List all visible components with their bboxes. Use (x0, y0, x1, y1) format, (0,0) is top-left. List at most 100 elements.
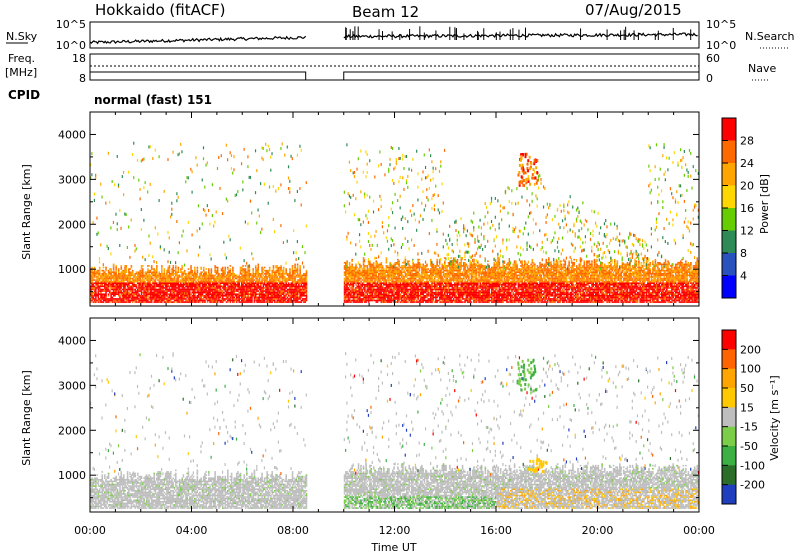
power-cell (152, 280, 154, 283)
power-cell (378, 208, 380, 212)
power-cell (383, 271, 385, 273)
power-cell (347, 279, 350, 281)
power-cell (409, 287, 412, 289)
power-cell (294, 293, 296, 295)
power-cell (213, 298, 215, 300)
power-cell (270, 298, 272, 300)
power-cell (97, 276, 100, 278)
power-cell (112, 299, 115, 302)
power-cell (402, 261, 404, 264)
power-cell (248, 280, 251, 283)
power-cell (261, 271, 263, 273)
power-cell (300, 290, 303, 292)
power-cell (90, 271, 92, 273)
power-cell (254, 277, 257, 280)
power-cell (290, 294, 293, 297)
power-cell (219, 279, 222, 281)
power-cell (186, 294, 189, 297)
power-cell (220, 301, 223, 303)
power-cell (299, 291, 301, 294)
power-cell (234, 276, 237, 278)
power-cell (355, 274, 357, 277)
power-cell (192, 299, 195, 302)
power-cell (379, 298, 381, 300)
power-cell (147, 271, 149, 273)
power-cell (289, 291, 291, 294)
power-cell (188, 288, 191, 291)
power-cell (412, 277, 414, 280)
power-cell (343, 285, 346, 288)
power-cell (175, 287, 177, 289)
power-cell (248, 285, 251, 288)
power-cell (397, 294, 399, 297)
power-cell (343, 294, 346, 297)
power-cell (347, 291, 350, 294)
power-cell (219, 296, 222, 299)
power-cell (416, 296, 418, 299)
power-cell (262, 301, 265, 303)
power-cell (372, 287, 375, 289)
power-cell (172, 294, 175, 297)
power-cell (159, 290, 162, 292)
power-cell (204, 296, 206, 299)
power-cell (224, 272, 227, 275)
power-cell (145, 298, 148, 300)
power-cell (300, 294, 303, 297)
power-cell (178, 293, 181, 295)
power-cell (130, 298, 133, 300)
power-cell (247, 165, 249, 169)
power-cell (225, 280, 228, 283)
power-cell (355, 287, 357, 289)
power-cell (277, 279, 280, 281)
power-cell (398, 291, 400, 294)
power-cell (114, 291, 116, 294)
power-cell (213, 285, 215, 288)
power-cell (100, 293, 102, 295)
power-cell (256, 282, 258, 284)
power-cell (370, 276, 372, 278)
power-cell (225, 143, 227, 147)
power-cell (106, 244, 108, 248)
power-cell (271, 282, 274, 284)
power-cell (230, 282, 233, 284)
power-cell (115, 288, 117, 291)
power-cell (134, 272, 137, 275)
power-cell (372, 291, 375, 294)
power-cell (201, 294, 204, 297)
power-cell (256, 276, 258, 278)
power-cell (126, 280, 129, 283)
power-cell (161, 274, 163, 277)
power-cell (124, 290, 126, 292)
power-cell (361, 274, 364, 277)
power-cell (223, 277, 225, 280)
power-cell (376, 294, 379, 297)
power-cell (169, 279, 172, 281)
power-cell (120, 226, 122, 230)
power-cell (124, 288, 126, 291)
power-cell (243, 276, 246, 278)
power-cell (261, 280, 263, 283)
power-cell (234, 283, 237, 286)
power-cell (122, 285, 125, 288)
power-cell (92, 279, 95, 281)
power-cell (166, 299, 168, 302)
power-cell (252, 271, 254, 273)
power-cell (218, 296, 220, 299)
power-cell (234, 293, 237, 295)
power-cell (216, 287, 219, 289)
power-cell (252, 272, 254, 275)
power-cell (240, 282, 243, 284)
power-cell (194, 301, 196, 303)
power-cell (201, 299, 204, 302)
power-cell (277, 283, 280, 286)
power-cell (142, 271, 144, 273)
power-cell (386, 285, 389, 288)
power-cell (412, 157, 414, 161)
power-cell (115, 291, 117, 294)
power-cell (376, 287, 379, 289)
power-cell (153, 299, 156, 302)
power-cell (386, 294, 389, 297)
power-cell (407, 290, 409, 292)
power-cell (375, 271, 378, 273)
power-cell (304, 251, 306, 255)
